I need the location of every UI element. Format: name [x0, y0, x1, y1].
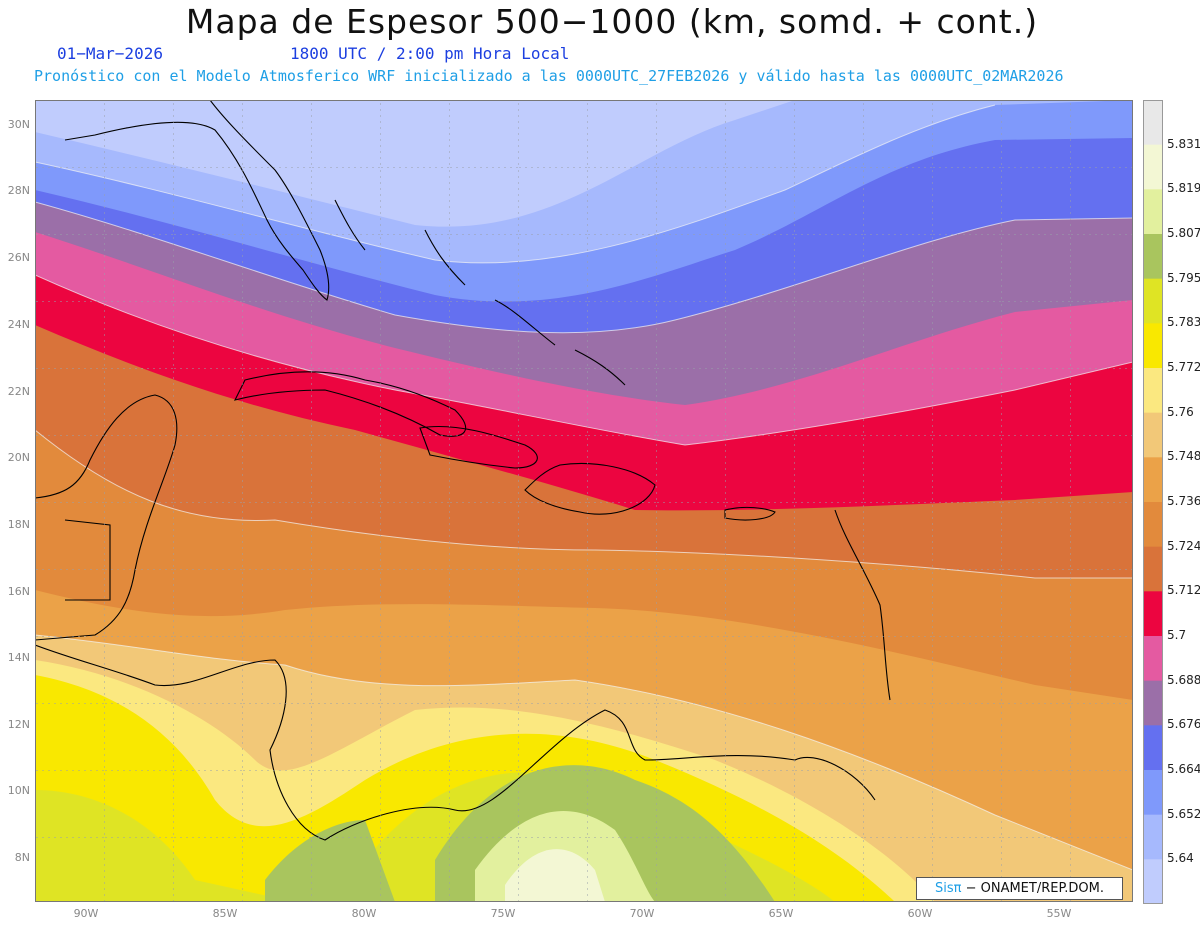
colorbar-label: 5.76 — [1167, 404, 1194, 419]
colorbar-segment — [1143, 368, 1163, 414]
colorbar-segment — [1143, 412, 1163, 458]
lat-label: 8N — [14, 851, 30, 864]
lat-label: 30N — [7, 118, 30, 131]
lat-label: 28N — [7, 184, 30, 197]
lon-label: 70W — [629, 907, 655, 920]
colorbar-segment — [1143, 189, 1163, 235]
lat-label: 22N — [7, 385, 30, 398]
lat-label: 20N — [7, 451, 30, 464]
lon-label: 85W — [212, 907, 238, 920]
colorbar-label: 5.7 — [1167, 628, 1187, 642]
lat-label: 14N — [7, 651, 30, 664]
colorbar-segment — [1143, 502, 1163, 548]
colorbar-segment — [1143, 234, 1163, 280]
colorbar-label: 5.688 — [1167, 672, 1200, 687]
colorbar-segment — [1143, 591, 1163, 637]
credit-text: − ONAMET/REP.DOM. — [965, 881, 1105, 896]
map-title: Mapa de Espesor 500−1000 (km, somd. + co… — [185, 2, 1039, 41]
colorbar-frame — [1143, 100, 1163, 904]
colorbar-segment — [1143, 323, 1163, 369]
colorbar-label: 5.652 — [1167, 806, 1200, 821]
colorbar-label: 5.795 — [1167, 270, 1200, 285]
colorbar-label: 5.676 — [1167, 717, 1200, 732]
lat-label: 16N — [7, 585, 30, 598]
lat-label: 12N — [7, 718, 30, 731]
lat-lon-grid — [35, 100, 1133, 902]
colorbar-segment — [1143, 144, 1163, 190]
colorbar-label: 5.736 — [1167, 494, 1200, 508]
colorbar-segment — [1143, 636, 1163, 682]
forecast-date: 01−Mar−2026 — [57, 44, 163, 63]
lon-label: 60W — [907, 907, 933, 920]
lon-label: 90W — [73, 907, 99, 920]
colorbar-segment — [1143, 546, 1163, 592]
colorbar-segment — [1143, 725, 1163, 771]
credit-box: Sisπ − ONAMET/REP.DOM. — [916, 877, 1123, 900]
lon-label: 75W — [490, 907, 516, 920]
colorbar-label: 5.664 — [1167, 762, 1200, 776]
colorbar-label: 5.783 — [1167, 315, 1200, 330]
colorbar-label: 5.724 — [1167, 538, 1200, 553]
thickness-map — [35, 100, 1133, 902]
colorbar — [1143, 100, 1163, 904]
lon-label: 55W — [1046, 907, 1072, 920]
colorbar-label: 5.64 — [1167, 851, 1194, 866]
colorbar-segment — [1143, 770, 1163, 816]
lat-label: 26N — [7, 251, 30, 264]
colorbar-segment — [1143, 278, 1163, 324]
colorbar-segment — [1143, 814, 1163, 860]
colorbar-segment — [1143, 859, 1163, 904]
map-frame — [35, 100, 1133, 902]
colorbar-label: 5.748 — [1167, 449, 1200, 464]
colorbar-label: 5.772 — [1167, 360, 1200, 374]
lat-label: 10N — [7, 784, 30, 797]
colorbar-label: 5.712 — [1167, 583, 1200, 598]
forecast-time: 1800 UTC / 2:00 pm Hora Local — [290, 44, 570, 63]
colorbar-label: 5.807 — [1167, 226, 1200, 240]
model-init-info: Pronóstico con el Modelo Atmosferico WRF… — [34, 67, 1064, 85]
colorbar-segment — [1143, 457, 1163, 503]
colorbar-segment — [1143, 100, 1163, 146]
lat-label: 18N — [7, 518, 30, 531]
colorbar-segment — [1143, 680, 1163, 726]
lon-label: 65W — [768, 907, 794, 920]
colorbar-label: 5.831 — [1167, 136, 1200, 151]
lon-label: 80W — [351, 907, 377, 920]
colorbar-label: 5.819 — [1167, 181, 1200, 196]
credit-brand: Sisπ — [934, 881, 962, 896]
lat-label: 24N — [7, 318, 30, 331]
